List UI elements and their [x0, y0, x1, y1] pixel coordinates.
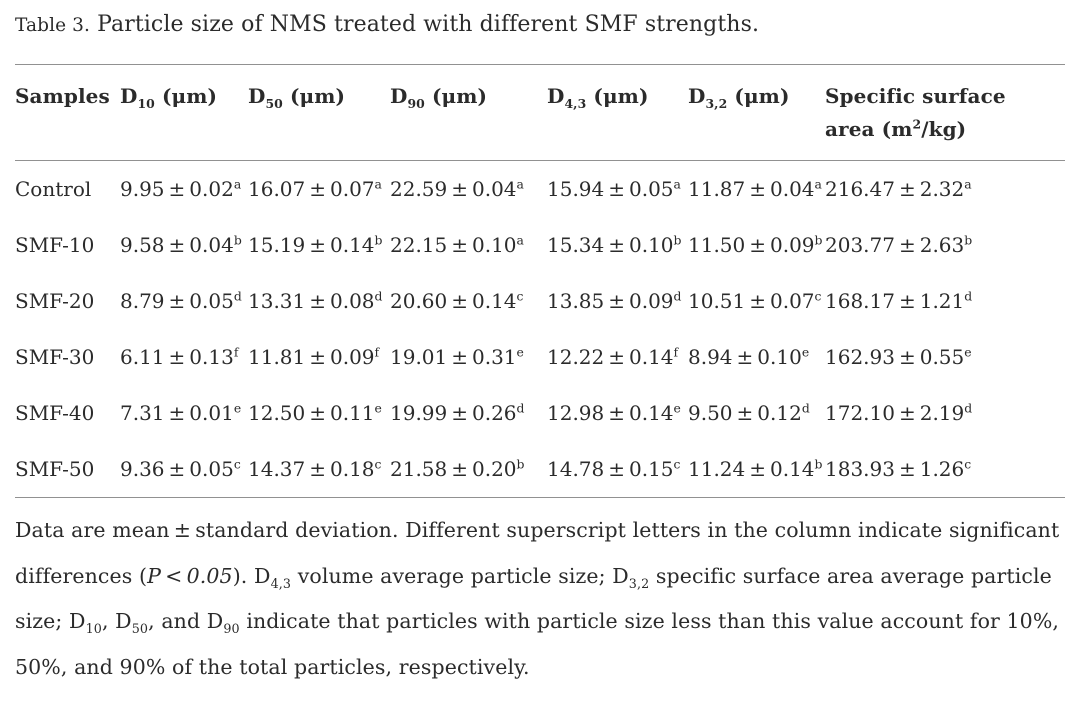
table-row: SMF-30 6.11 ± 0.13f 11.81 ± 0.09f 19.01 ± 0… — [15, 329, 1065, 385]
table-caption: Table 3. Particle size of NMS treated wi… — [15, 12, 1065, 37]
value-cell: 12.22 ± 0.14f — [547, 344, 679, 369]
value-cell: 12.50 ± 0.11e — [248, 400, 382, 425]
value-cell: 19.99 ± 0.26d — [390, 400, 525, 425]
table-body: Control 9.95 ± 0.02a 16.07 ± 0.07a 22.59 ± … — [15, 161, 1065, 498]
value-cell: 20.60 ± 0.14c — [390, 288, 524, 313]
col-header-d10: D10 (μm) — [120, 64, 248, 161]
col-header-d50: D50 (μm) — [248, 64, 390, 161]
value-cell: 22.59 ± 0.04a — [390, 176, 524, 201]
col-header-ssa: Specific surface area (m2/kg) — [825, 64, 1065, 161]
value-cell: 11.50 ± 0.09b — [688, 232, 823, 257]
value-cell: 13.31 ± 0.08d — [248, 288, 383, 313]
table-figure: Table 3. Particle size of NMS treated wi… — [15, 12, 1065, 679]
value-cell: 15.34 ± 0.10b — [547, 232, 682, 257]
table-footnote: Data are mean ± standard deviation. Diff… — [15, 518, 1060, 679]
col-header-samples: Samples — [15, 64, 120, 161]
value-cell: 21.58 ± 0.20b — [390, 456, 525, 481]
value-cell: 8.79 ± 0.05d — [120, 288, 242, 313]
value-cell: 9.95 ± 0.02a — [120, 176, 242, 201]
table-row: Control 9.95 ± 0.02a 16.07 ± 0.07a 22.59 ± … — [15, 161, 1065, 218]
value-cell: 168.17 ± 1.21d — [825, 288, 973, 313]
value-cell: 11.24 ± 0.14b — [688, 456, 823, 481]
sample-cell: Control — [15, 177, 92, 201]
value-cell: 13.85 ± 0.09d — [547, 288, 682, 313]
particle-size-table: Samples D10 (μm) D50 (μm) D90 (μm) D4,3 … — [15, 64, 1065, 498]
table-label: Table 3. — [15, 15, 90, 36]
value-cell: 14.37 ± 0.18c — [248, 456, 382, 481]
table-row: SMF-20 8.79 ± 0.05d 13.31 ± 0.08d 20.60 ± 0… — [15, 273, 1065, 329]
value-cell: 172.10 ± 2.19d — [825, 400, 973, 425]
col-header-d32: D3,2 (μm) — [688, 64, 825, 161]
value-cell: 12.98 ± 0.14e — [547, 400, 681, 425]
value-cell: 8.94 ± 0.10e — [688, 344, 810, 369]
table-header-row: Samples D10 (μm) D50 (μm) D90 (μm) D4,3 … — [15, 64, 1065, 161]
table-title: Particle size of NMS treated with differ… — [97, 12, 760, 37]
col-header-d90: D90 (μm) — [390, 64, 547, 161]
value-cell: 15.94 ± 0.05a — [547, 176, 681, 201]
sample-cell: SMF-30 — [15, 345, 95, 369]
value-cell: 10.51 ± 0.07c — [688, 288, 822, 313]
value-cell: 6.11 ± 0.13f — [120, 344, 239, 369]
value-cell: 15.19 ± 0.14b — [248, 232, 383, 257]
sample-cell: SMF-20 — [15, 289, 95, 313]
table-row: SMF-40 7.31 ± 0.01e 12.50 ± 0.11e 19.99 ± 0… — [15, 385, 1065, 441]
value-cell: 22.15 ± 0.10a — [390, 232, 524, 257]
value-cell: 9.58 ± 0.04b — [120, 232, 242, 257]
value-cell: 19.01 ± 0.31e — [390, 344, 524, 369]
value-cell: 216.47 ± 2.32a — [825, 176, 972, 201]
value-cell: 203.77 ± 2.63b — [825, 232, 973, 257]
value-cell: 9.36 ± 0.05c — [120, 456, 241, 481]
table-row: SMF-10 9.58 ± 0.04b 15.19 ± 0.14b 22.15 ± 0… — [15, 217, 1065, 273]
value-cell: 11.81 ± 0.09f — [248, 344, 380, 369]
value-cell: 11.87 ± 0.04a — [688, 176, 822, 201]
value-cell: 9.50 ± 0.12d — [688, 400, 810, 425]
value-cell: 183.93 ± 1.26c — [825, 456, 972, 481]
col-header-d43: D4,3 (μm) — [547, 64, 688, 161]
sample-cell: SMF-10 — [15, 233, 95, 257]
sample-cell: SMF-50 — [15, 457, 95, 481]
value-cell: 16.07 ± 0.07a — [248, 176, 382, 201]
value-cell: 14.78 ± 0.15c — [547, 456, 681, 481]
sample-cell: SMF-40 — [15, 401, 95, 425]
value-cell: 162.93 ± 0.55e — [825, 344, 972, 369]
table-row: SMF-50 9.36 ± 0.05c 14.37 ± 0.18c 21.58 ± 0… — [15, 441, 1065, 498]
value-cell: 7.31 ± 0.01e — [120, 400, 242, 425]
